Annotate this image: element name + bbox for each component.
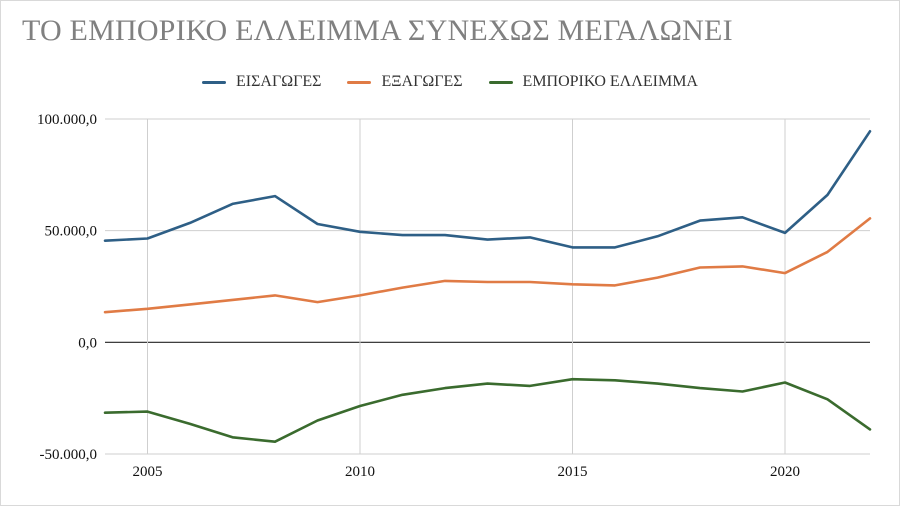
imports-line — [103, 130, 872, 249]
y-tick-label: 50.000,0 — [45, 224, 98, 240]
legend-swatch-trade-deficit — [488, 80, 513, 84]
x-tick-label: 2005 — [133, 464, 163, 480]
x-tick-label: 2015 — [558, 464, 588, 480]
legend-item-exports: ΕΞΑΓΩΓΕΣ — [347, 70, 463, 94]
legend-swatch-exports — [347, 80, 372, 84]
legend-swatch-imports — [202, 80, 226, 84]
chart-legend: ΕΙΣΑΓΩΓΕΣ ΕΞΑΓΩΓΕΣ ΕΜΠΟΡΙΚΟ ΕΛΛΕΙΜΜΑ — [0, 70, 900, 94]
legend-item-trade-deficit: ΕΜΠΟΡΙΚΟ ΕΛΛΕΙΜΜΑ — [488, 70, 698, 94]
x-tick-label: 2010 — [345, 464, 375, 480]
y-tick-label: -50.000,0 — [40, 447, 98, 463]
legend-item-imports: ΕΙΣΑΓΩΓΕΣ — [202, 70, 321, 94]
chart-title: ΤΟ ΕΜΠΟΡΙΚΟ ΕΛΛΕΙΜΜΑ ΣΥΝΕΧΩΣ ΜΕΓΑΛΩΝΕΙ — [22, 14, 733, 47]
legend-label-imports: ΕΙΣΑΓΩΓΕΣ — [236, 73, 322, 90]
y-tick-label: 0,0 — [78, 335, 97, 351]
legend-label-exports: ΕΞΑΓΩΓΕΣ — [381, 73, 463, 90]
x-tick-label: 2020 — [770, 464, 800, 480]
exports-line — [103, 217, 872, 314]
trade-deficit-line — [103, 377, 872, 444]
y-tick-label: 100.000,0 — [37, 112, 97, 128]
legend-label-trade-deficit: ΕΜΠΟΡΙΚΟ ΕΛΛΕΙΜΜΑ — [522, 73, 698, 90]
